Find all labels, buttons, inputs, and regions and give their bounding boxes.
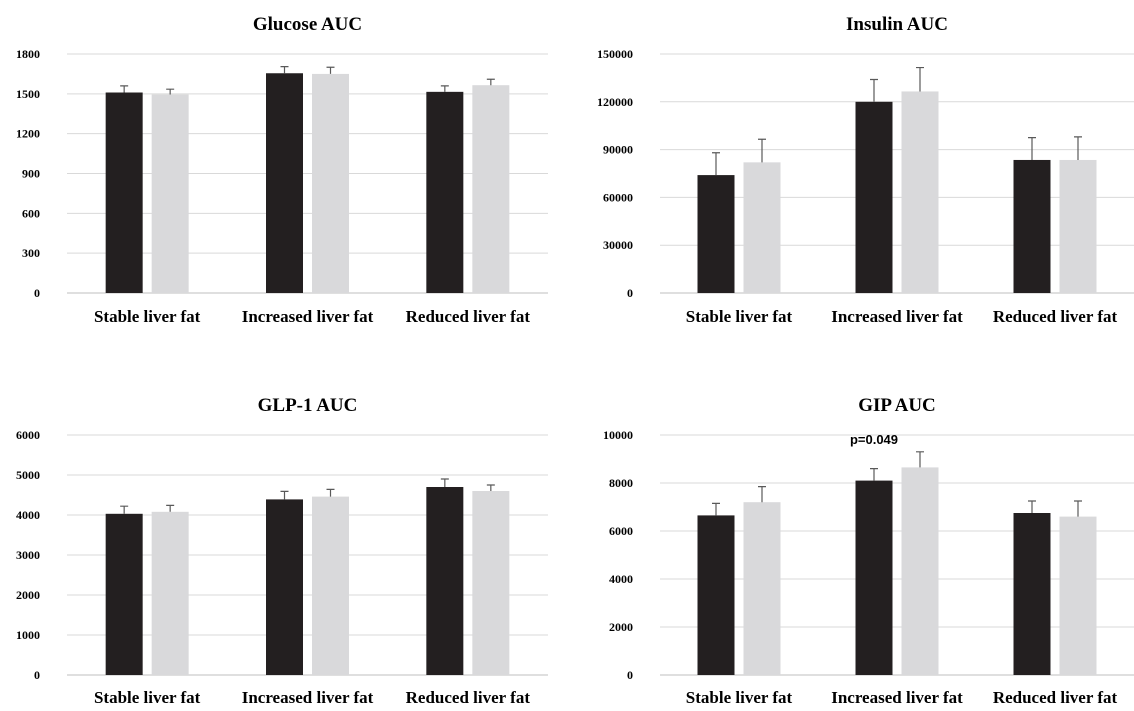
error-bar <box>440 85 449 92</box>
category-label-increased-liver-fat: Increased liver fat <box>831 307 963 326</box>
error-bar <box>486 78 495 86</box>
error-bar <box>280 66 289 74</box>
bar-series2-increased-liver-fat <box>312 496 349 675</box>
category-label-stable-liver-fat: Stable liver fat <box>686 307 793 326</box>
bar-series2-reduced-liver-fat <box>1059 159 1097 293</box>
error-bar <box>120 505 129 514</box>
y-tick-label: 8000 <box>609 476 633 490</box>
chart-gip-auc: GIP AUC 0 2000 4000 6000 8000 10000 Stable live… <box>567 353 1134 711</box>
y-tick-label: 5000 <box>16 468 40 482</box>
bar-series2-reduced-liver-fat <box>472 491 510 675</box>
category-label-reduced-liver-fat: Reduced liver fat <box>993 688 1118 706</box>
category-label-increased-liver-fat: Increased liver fat <box>242 307 374 326</box>
bar-series2-reduced-liver-fat <box>472 85 510 293</box>
chart-insulin-auc: Insulin AUC 0 30000 60000 90000 120000 150000 S… <box>567 0 1134 358</box>
error-bar <box>1028 137 1036 160</box>
y-tick-label: 3000 <box>16 548 40 562</box>
bar-series1-reduced-liver-fat <box>1013 513 1051 675</box>
y-tick-label: 1800 <box>16 47 40 61</box>
error-bar <box>870 78 878 102</box>
bar-series1-reduced-liver-fat <box>426 487 464 675</box>
error-bar <box>1028 500 1036 513</box>
error-bar <box>166 504 175 512</box>
error-bar <box>326 488 335 497</box>
category-label-increased-liver-fat: Increased liver fat <box>242 688 374 706</box>
y-tick-label: 0 <box>34 286 40 300</box>
error-bar <box>486 484 495 491</box>
error-bar <box>166 88 175 95</box>
bar-series2-reduced-liver-fat <box>1059 516 1097 675</box>
y-tick-label: 0 <box>627 668 633 682</box>
error-bar <box>1074 500 1082 517</box>
error-bar <box>758 486 766 503</box>
error-bar <box>120 85 129 93</box>
y-tick-label: 0 <box>34 668 40 682</box>
y-tick-label: 1200 <box>16 127 40 141</box>
error-bar <box>440 478 449 487</box>
bar-series1-reduced-liver-fat <box>1013 159 1051 293</box>
category-label-reduced-liver-fat: Reduced liver fat <box>406 688 531 706</box>
insulin-auc-title: Insulin AUC <box>846 14 948 35</box>
bar-series2-increased-liver-fat <box>312 73 349 294</box>
error-bar <box>280 490 289 500</box>
bar-series1-stable-liver-fat <box>697 175 735 293</box>
bar-series1-stable-liver-fat <box>105 513 143 675</box>
y-tick-label: 10000 <box>603 428 633 442</box>
error-bar <box>916 451 924 468</box>
error-bar <box>712 502 720 516</box>
gip-auc-svg: GIP AUC 0 2000 4000 6000 8000 10000 Stable live… <box>603 395 1134 707</box>
y-tick-label: 60000 <box>603 190 633 204</box>
category-label-increased-liver-fat: Increased liver fat <box>831 688 963 706</box>
y-tick-label: 900 <box>22 167 40 181</box>
bar-series2-increased-liver-fat <box>901 467 939 675</box>
bar-series1-stable-liver-fat <box>697 515 735 675</box>
error-bar <box>758 138 766 163</box>
p-value-annotation: p=0.049 <box>850 432 898 447</box>
category-label-stable-liver-fat: Stable liver fat <box>686 688 793 706</box>
error-bar <box>1074 136 1082 160</box>
error-bar <box>916 66 924 92</box>
error-bar <box>326 66 335 74</box>
bar-series2-stable-liver-fat <box>151 511 189 675</box>
bar-series2-increased-liver-fat <box>901 91 939 294</box>
category-label-reduced-liver-fat: Reduced liver fat <box>406 307 531 326</box>
category-label-stable-liver-fat: Stable liver fat <box>94 688 201 706</box>
glucose-auc-title: Glucose AUC <box>253 14 362 35</box>
y-tick-label: 30000 <box>603 238 633 252</box>
chart-glucose-auc: Glucose AUC 0 300 600 900 1200 1500 1800 Stable … <box>0 0 567 358</box>
y-tick-label: 4000 <box>16 508 40 522</box>
y-tick-label: 4000 <box>609 572 633 586</box>
glucose-auc-svg: Glucose AUC 0 300 600 900 1200 1500 1800 Stable … <box>16 14 548 326</box>
category-label-reduced-liver-fat: Reduced liver fat <box>993 307 1118 326</box>
glp-1-auc-title: GLP-1 AUC <box>258 395 358 416</box>
bar-series2-stable-liver-fat <box>151 94 189 293</box>
bar-series2-stable-liver-fat <box>743 502 781 675</box>
bar-series1-reduced-liver-fat <box>426 91 464 293</box>
gip-auc-title: GIP AUC <box>858 395 936 416</box>
error-bar <box>712 152 720 176</box>
bar-series1-increased-liver-fat <box>855 101 893 293</box>
y-tick-label: 1500 <box>16 87 40 101</box>
y-tick-label: 6000 <box>16 428 40 442</box>
bar-series1-increased-liver-fat <box>266 73 303 293</box>
y-tick-label: 120000 <box>597 95 633 109</box>
bar-series1-increased-liver-fat <box>266 499 303 675</box>
category-label-stable-liver-fat: Stable liver fat <box>94 307 201 326</box>
y-tick-label: 2000 <box>16 588 40 602</box>
y-tick-label: 0 <box>627 286 633 300</box>
y-tick-label: 150000 <box>597 47 633 61</box>
y-tick-label: 2000 <box>609 620 633 634</box>
error-bar <box>870 468 878 481</box>
glp1-auc-svg: GLP-1 AUC 0 1000 2000 3000 4000 5000 6000 Stable… <box>16 395 548 707</box>
y-tick-label: 600 <box>22 206 40 220</box>
insulin-auc-svg: Insulin AUC 0 30000 60000 90000 120000 150000 S… <box>597 14 1134 326</box>
y-tick-label: 1000 <box>16 628 40 642</box>
y-tick-label: 90000 <box>603 143 633 157</box>
bar-series1-increased-liver-fat <box>855 480 893 675</box>
bar-series2-stable-liver-fat <box>743 162 781 293</box>
chart-glp1-auc: GLP-1 AUC 0 1000 2000 3000 4000 5000 6000 Stable… <box>0 353 567 711</box>
bar-series1-stable-liver-fat <box>105 92 143 293</box>
y-tick-label: 6000 <box>609 524 633 538</box>
y-tick-label: 300 <box>22 246 40 260</box>
